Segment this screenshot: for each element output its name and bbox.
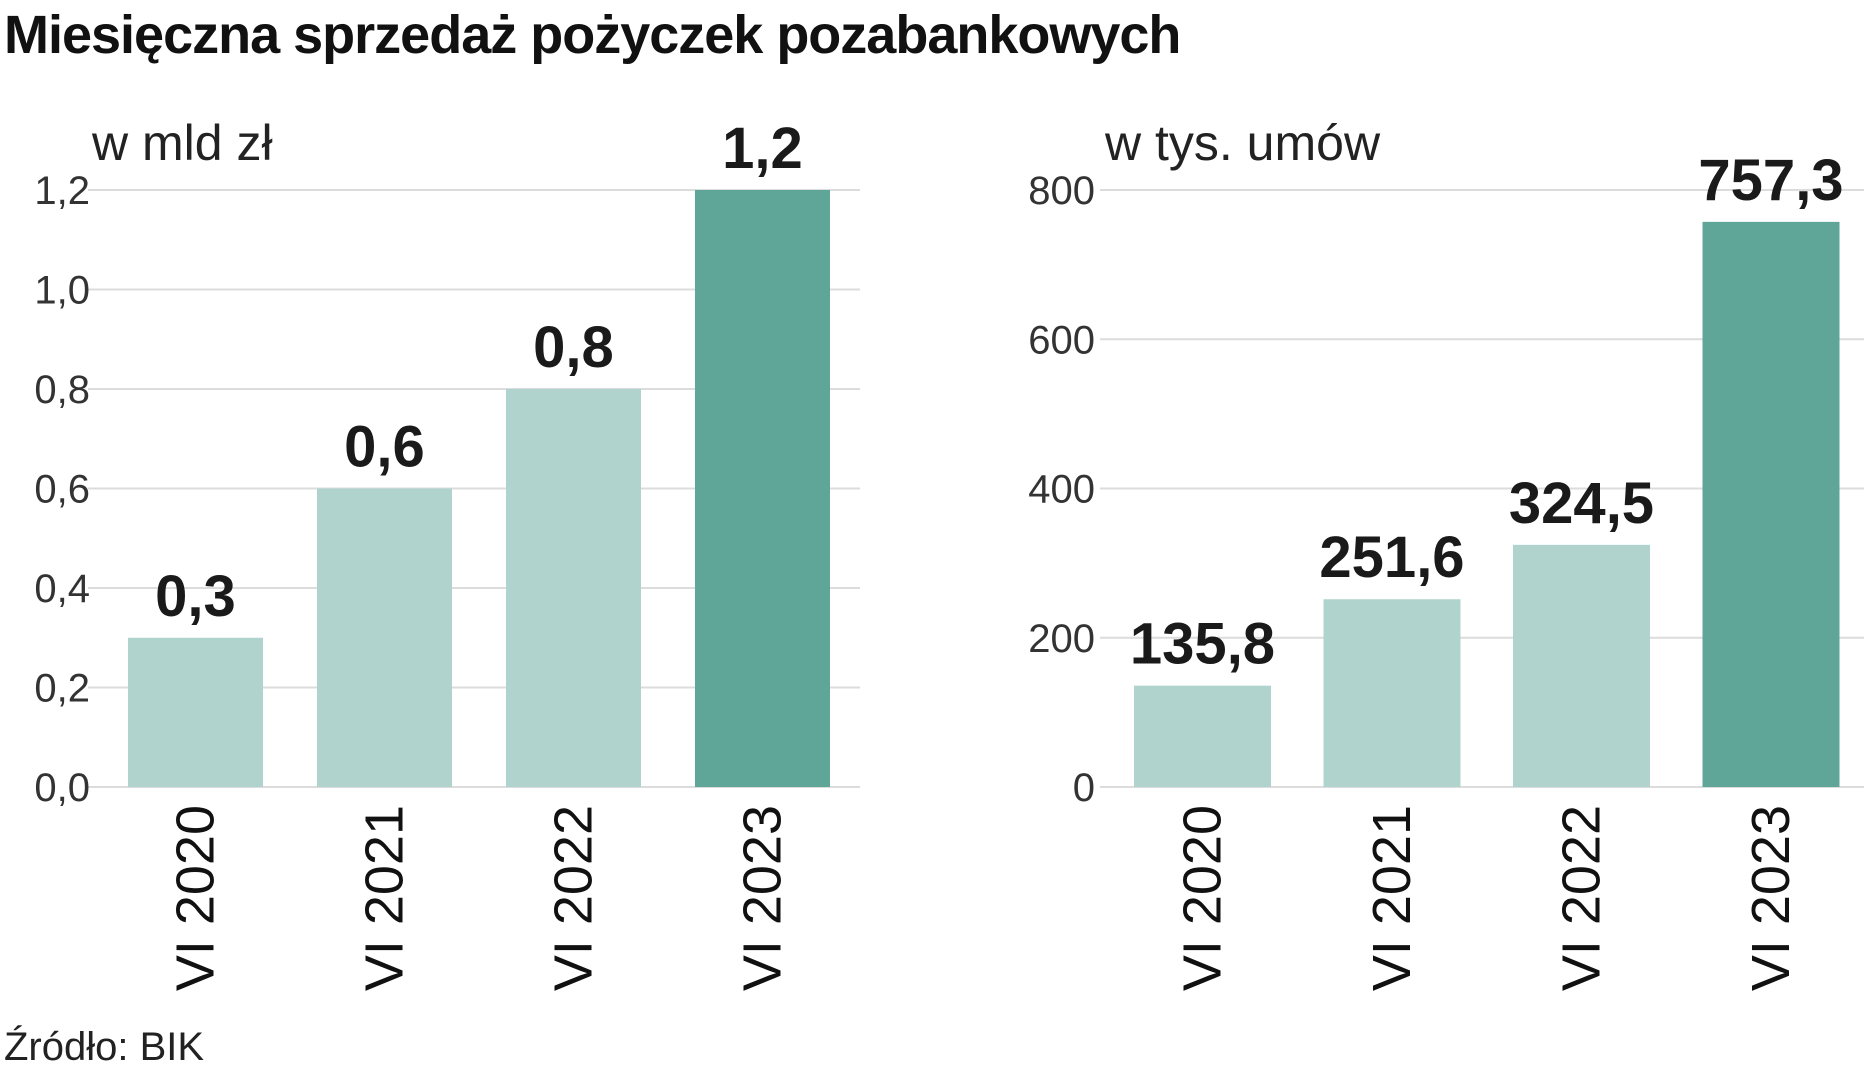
- category-label: VI 2020: [166, 805, 226, 991]
- data-label: 324,5: [1509, 471, 1654, 536]
- category-label: VI 2020: [1173, 805, 1233, 991]
- y-tick-label: 0,8: [34, 368, 90, 412]
- bar: [1323, 599, 1461, 787]
- category-label: VI 2023: [733, 805, 793, 991]
- y-tick-label: 0,2: [34, 667, 90, 711]
- y-tick-label: 0,6: [34, 468, 90, 512]
- category-label: VI 2022: [1552, 805, 1612, 991]
- chart-loan-value: 0,00,20,40,60,81,01,2w mld zł0,3VI 20200…: [34, 115, 860, 991]
- bar: [506, 389, 641, 787]
- bar: [128, 637, 263, 787]
- source-note: Źródło: BIK: [4, 1025, 205, 1069]
- unit-label: w tys. umów: [1104, 115, 1381, 171]
- bar: [317, 488, 452, 787]
- category-label: VI 2021: [355, 805, 415, 991]
- data-label: 135,8: [1130, 612, 1275, 677]
- y-tick-label: 0: [1073, 766, 1095, 810]
- category-label: VI 2023: [1741, 805, 1801, 991]
- category-label: VI 2022: [544, 805, 604, 991]
- bar: [1702, 221, 1840, 787]
- bar: [695, 190, 830, 787]
- bar: [1134, 685, 1271, 787]
- unit-label: w mld zł: [91, 115, 273, 171]
- y-tick-label: 800: [1028, 169, 1095, 213]
- category-label: VI 2021: [1362, 805, 1422, 991]
- y-tick-label: 1,0: [34, 269, 90, 313]
- data-label: 0,3: [155, 564, 236, 629]
- y-tick-label: 0,0: [34, 766, 90, 810]
- data-label: 1,2: [722, 116, 803, 181]
- bar: [1513, 544, 1650, 787]
- y-tick-label: 0,4: [34, 567, 90, 611]
- y-tick-label: 1,2: [34, 169, 90, 213]
- chart-title: Miesięczna sprzedaż pożyczek pozabankowy…: [4, 5, 1181, 65]
- y-tick-label: 200: [1028, 617, 1095, 661]
- data-label: 0,8: [533, 315, 614, 380]
- y-tick-label: 400: [1028, 468, 1095, 512]
- data-label: 757,3: [1698, 148, 1843, 213]
- data-label: 251,6: [1319, 525, 1464, 590]
- y-tick-label: 600: [1028, 318, 1095, 362]
- data-label: 0,6: [344, 415, 425, 480]
